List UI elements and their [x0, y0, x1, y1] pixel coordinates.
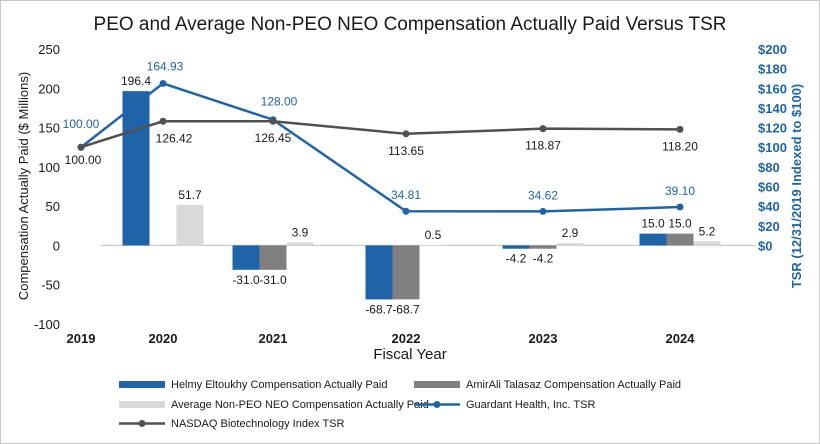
bar-data-label: -68.7 — [365, 302, 393, 316]
y-tick-label: 150 — [38, 121, 60, 136]
chart-title: PEO and Average Non-PEO NEO Compensation… — [94, 14, 727, 35]
line-data-label: 118.20 — [662, 139, 698, 153]
bar-data-label: 0.5 — [425, 228, 442, 242]
bar-data-label: 3.9 — [292, 225, 309, 239]
y-tick-label: 200 — [38, 81, 60, 96]
x-tick-label: 2023 — [529, 331, 558, 346]
y2-tick-label: $20 — [758, 219, 780, 234]
bar — [556, 243, 584, 246]
legend: Helmy Eltoukhy Compensation Actually Pai… — [119, 379, 681, 430]
series-line — [80, 82, 681, 213]
x-axis-title: Fiscal Year — [373, 346, 446, 363]
line-point — [402, 130, 410, 138]
y2-tick-label: $80 — [758, 160, 780, 175]
bar — [639, 233, 667, 246]
legend-marker — [433, 401, 441, 408]
bar — [176, 204, 204, 246]
line-data-label: 100.00 — [65, 153, 102, 167]
x-tick-label: 2024 — [666, 331, 696, 346]
bar — [259, 245, 287, 270]
line-data-label: 34.81 — [391, 188, 421, 202]
series-line — [80, 119, 681, 149]
bar-data-label: 5.2 — [699, 224, 716, 238]
y2-tick-label: $160 — [758, 81, 787, 96]
bar — [122, 91, 150, 246]
bar — [232, 245, 260, 270]
bar-data-label: 15.0 — [641, 217, 665, 231]
plot-area: 250 200 150 100 50 0 -50 -100 $200 $180 $160 $140 $1… — [34, 42, 787, 346]
y2-tick-label: $180 — [758, 62, 787, 77]
x-tick-label: 2019 — [67, 331, 96, 346]
x-tick-label: 2020 — [149, 331, 178, 346]
bar — [286, 242, 314, 246]
line-data-label: 39.10 — [665, 184, 695, 198]
bar — [693, 241, 721, 246]
y2-tick-label: $200 — [758, 42, 787, 57]
y-tick-label: 50 — [46, 199, 60, 214]
x-tick-label: 2021 — [259, 331, 288, 346]
bar-data-label: -31.0 — [259, 273, 287, 287]
bar — [392, 245, 420, 300]
bar — [419, 245, 447, 247]
bar-data-label: 2.9 — [562, 226, 579, 240]
bar-data-label: -68.7 — [392, 302, 420, 316]
line-point — [539, 207, 547, 215]
bar — [365, 245, 393, 300]
line-data-label: 128.00 — [261, 95, 298, 109]
line-point — [676, 125, 684, 133]
bar — [529, 245, 557, 249]
y2-tick-label: $100 — [758, 140, 787, 155]
y2-tick-label: $120 — [758, 121, 787, 136]
y-axis-title: Compensation Actually Paid ($ Millions) — [16, 72, 31, 300]
line-data-label: 118.87 — [525, 139, 561, 153]
y-tick-label: 0 — [53, 238, 60, 253]
y-tick-label: 100 — [38, 160, 60, 175]
legend-label: Helmy Eltoukhy Compensation Actually Pai… — [171, 379, 387, 391]
y2-tick-label: $0 — [758, 238, 772, 253]
legend-label: Average Non-PEO NEO Compensation Actuall… — [171, 399, 429, 411]
line-data-label: 164.93 — [147, 59, 184, 73]
bar-data-label: 15.0 — [668, 217, 692, 231]
legend-swatch — [414, 381, 460, 388]
y-tick-label: -50 — [41, 278, 60, 293]
legend-label: AmirAli Talasaz Compensation Actually Pa… — [466, 379, 681, 391]
y2-tick-label: $60 — [758, 180, 780, 195]
x-tick-label: 2022 — [392, 331, 421, 346]
y-tick-label: -100 — [34, 317, 60, 332]
bar-data-label: -4.2 — [506, 252, 527, 266]
y2-tick-label: $40 — [758, 199, 780, 214]
y2-tick-label: $140 — [758, 101, 787, 116]
legend-label: NASDAQ Biotechnology Index TSR — [171, 418, 344, 430]
line-data-label: 34.62 — [528, 188, 558, 202]
line-point — [676, 203, 684, 211]
line-point — [77, 143, 85, 151]
bar-data-label: -4.2 — [533, 252, 554, 266]
line-data-label: 126.45 — [255, 131, 292, 145]
bar — [502, 245, 530, 249]
line-point — [159, 79, 167, 87]
legend-swatch — [119, 401, 165, 408]
y-tick-label: 250 — [38, 42, 60, 57]
legend-label: Guardant Health, Inc. TSR — [466, 399, 595, 411]
line-point — [539, 125, 547, 133]
line-point — [402, 207, 410, 215]
line-point — [269, 117, 277, 125]
line-data-label: 100.00 — [63, 117, 100, 131]
bar-data-label: -31.0 — [232, 273, 260, 287]
legend-swatch — [119, 381, 165, 388]
line-data-label: 113.65 — [388, 144, 424, 158]
line-point — [159, 117, 167, 125]
line-data-label: 126.42 — [156, 131, 193, 145]
legend-marker — [138, 420, 146, 427]
bar — [666, 233, 694, 246]
y2-axis-title: TSR (12/31/2019 Indexed to $100) — [789, 84, 804, 288]
bar-data-label: 51.7 — [178, 188, 202, 202]
bar-data-label: 196.4 — [121, 74, 151, 88]
